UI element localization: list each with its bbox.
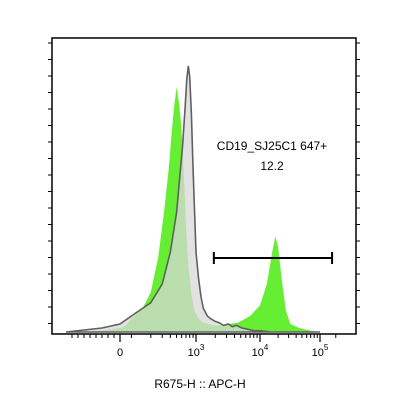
- plot-frame: [51, 37, 357, 335]
- series-2-area: [65, 65, 320, 333]
- gate-value-label: 12.2: [260, 159, 284, 173]
- gate-name-label: CD19_SJ25C1 647+: [217, 139, 327, 153]
- x-tick-label: 0: [117, 347, 123, 359]
- gate-layer: CD19_SJ25C1 647+ 12.2: [212, 139, 334, 264]
- x-axis-label: R675-H :: APC-H: [154, 377, 245, 391]
- x-tick-label: 104: [252, 343, 269, 359]
- x-tick-label: 105: [312, 343, 329, 359]
- axis-layer: 0 103 104 105: [48, 42, 360, 359]
- x-tick-label: 103: [188, 343, 205, 359]
- series-layer: [65, 65, 320, 333]
